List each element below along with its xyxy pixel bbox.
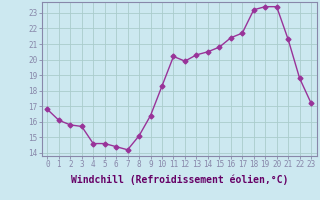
X-axis label: Windchill (Refroidissement éolien,°C): Windchill (Refroidissement éolien,°C) bbox=[70, 175, 288, 185]
